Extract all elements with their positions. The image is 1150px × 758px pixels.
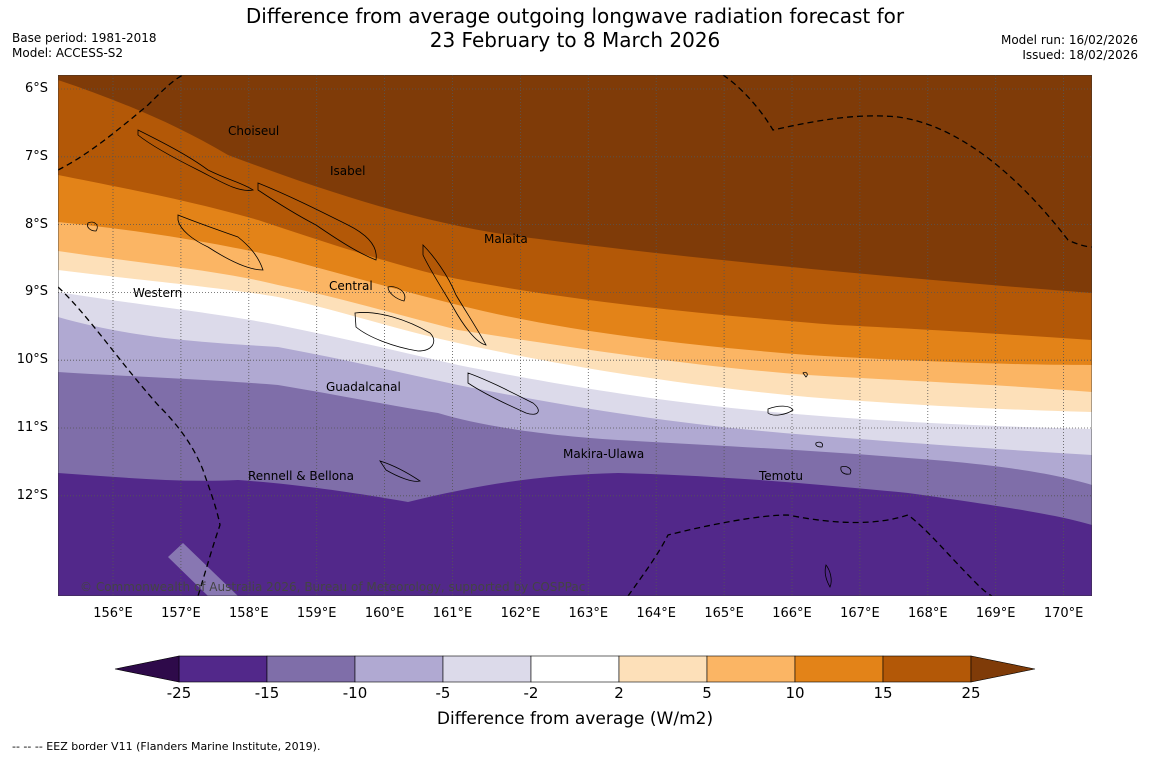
lon-label: 161°E <box>432 606 473 621</box>
label-malaita: Malaita <box>484 232 528 246</box>
colorbar-segment <box>530 655 620 683</box>
lon-label: 167°E <box>840 606 880 621</box>
colorbar-segment <box>442 655 532 683</box>
map-title: Difference from average outgoing longwav… <box>0 4 1150 52</box>
colorbar-tick-label: -15 <box>254 684 280 702</box>
colorbar-segment <box>882 655 972 683</box>
colorbar-extend-high <box>970 655 1036 683</box>
makira-coast <box>467 372 539 415</box>
label-makira-ulawa: Makira-Ulawa <box>563 447 644 461</box>
nendo-small-coast <box>815 441 823 448</box>
coastlines <box>87 129 852 588</box>
title-line-1: Difference from average outgoing longwav… <box>245 4 905 28</box>
label-guadalcanal: Guadalcanal <box>326 380 401 394</box>
colorbar-segment <box>178 655 268 683</box>
lat-label: 7°S <box>24 148 48 164</box>
lat-label: 11°S <box>16 420 48 435</box>
colorbar-tick-label: 5 <box>702 684 712 702</box>
colorbar-tick-label: 15 <box>873 684 893 702</box>
map-canvas: Choiseul Isabel Malaita Western Central … <box>58 75 1092 596</box>
eez-north-east <box>722 75 1092 248</box>
lon-label: 169°E <box>975 606 1016 621</box>
colorbar-tick-label: 25 <box>961 684 981 702</box>
label-isabel: Isabel <box>330 164 365 178</box>
shortland-coast <box>87 221 98 232</box>
lon-label: 166°E <box>772 606 812 621</box>
model-name: Model: ACCESS-S2 <box>12 46 124 60</box>
map-panel: Choiseul Isabel Malaita Western Central … <box>58 75 1092 596</box>
islet-2 <box>824 564 832 588</box>
issued-date: Issued: 18/02/2026 <box>1022 48 1138 62</box>
colorbar-tick-label: 10 <box>785 684 805 702</box>
label-choiseul: Choiseul <box>228 124 279 138</box>
malaita-coast <box>422 244 487 346</box>
vanikoro-coast <box>840 466 852 475</box>
rennell-coast <box>379 460 421 482</box>
colorbar-tick-label: 2 <box>614 684 624 702</box>
isabel-coast <box>257 182 377 261</box>
colorbar-tick-label: -10 <box>342 684 368 702</box>
lat-label: 10°S <box>16 352 48 368</box>
choiseul-coast <box>137 129 254 191</box>
model-run: Model run: 16/02/2026 <box>1000 33 1138 47</box>
colorbar-tick-label: -25 <box>166 684 192 702</box>
meta-left: Base period: 1981-2018 Model: ACCESS-S2 <box>12 31 157 61</box>
lat-label: 6°S <box>24 81 48 96</box>
lat-label: 8°S <box>24 216 48 232</box>
copyright-text: © Commonwealth of Australia 2026, Bureau… <box>80 580 586 594</box>
lon-label: 158°E <box>229 606 269 621</box>
label-western: Western <box>133 286 182 300</box>
lat-label: 12°S <box>16 487 48 503</box>
lon-label: 157°E <box>161 606 201 621</box>
lon-label: 162°E <box>500 606 541 621</box>
colorbar-extend-low <box>114 655 180 683</box>
artifact-patch <box>168 543 238 596</box>
lon-label: 168°E <box>908 606 948 621</box>
lon-label: 159°E <box>296 606 337 621</box>
guadalcanal-coast <box>354 312 435 352</box>
lon-label: 163°E <box>568 606 609 621</box>
label-central: Central <box>329 279 373 293</box>
eez-borders <box>58 75 1092 596</box>
eez-north-west <box>58 75 184 171</box>
colorbar-tick-label: -5 <box>435 684 451 702</box>
lat-label: 9°S <box>24 284 48 300</box>
lon-label: 170°E <box>1043 606 1084 621</box>
colorbar-segment <box>706 655 796 683</box>
colorbar-segment <box>354 655 444 683</box>
colorbar-segment <box>794 655 884 683</box>
new-georgia-coast <box>177 214 264 271</box>
lon-label: 164°E <box>636 606 676 621</box>
colorbar-tick-label: -2 <box>523 684 539 702</box>
band-below-neg25 <box>58 473 1092 596</box>
santa-cruz-coast <box>767 405 794 416</box>
colorbar-label: Difference from average (W/m2) <box>436 709 714 729</box>
label-temotu: Temotu <box>758 469 803 483</box>
russell-coast <box>387 286 406 302</box>
eez-south-west <box>58 286 221 596</box>
eez-legend-note: -- -- -- EEZ border V11 (Flanders Marine… <box>12 740 321 753</box>
colorbar-segment <box>266 655 356 683</box>
base-period: Base period: 1981-2018 <box>12 31 157 45</box>
lon-label: 156°E <box>93 606 133 621</box>
lon-label: 160°E <box>364 606 405 621</box>
eez-south-east <box>627 514 993 596</box>
lon-label: 165°E <box>704 606 744 621</box>
colorbar-segment <box>618 655 708 683</box>
islet-1 <box>802 371 808 378</box>
label-rennell-bellona: Rennell & Bellona <box>248 469 354 483</box>
title-line-2: 23 February to 8 March 2026 <box>429 28 721 52</box>
meta-right: Model run: 16/02/2026 Issued: 18/02/2026 <box>1001 33 1138 63</box>
